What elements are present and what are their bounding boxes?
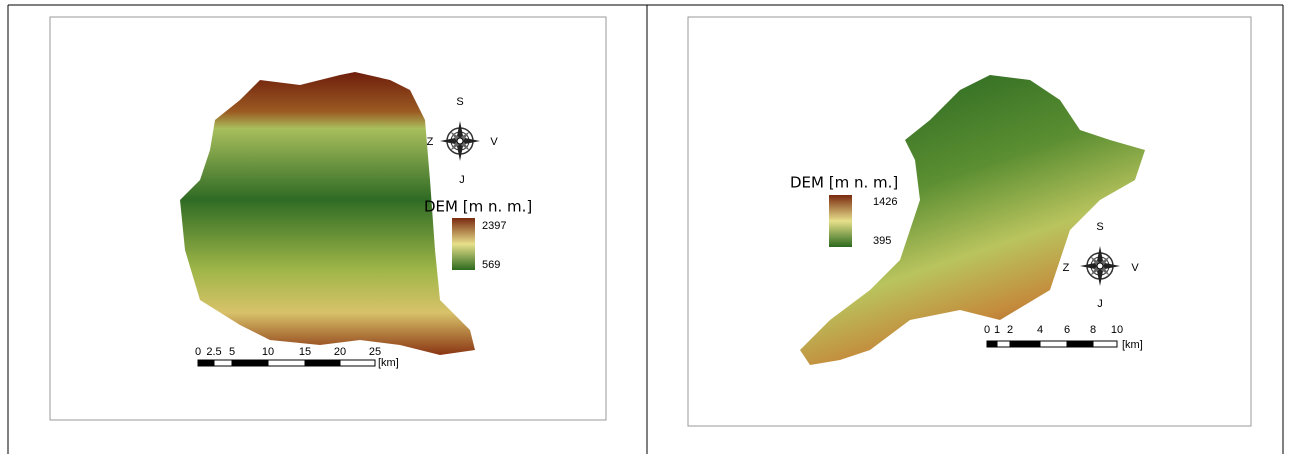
compass-label: Z <box>1063 262 1070 274</box>
legend-max: 2397 <box>482 220 506 232</box>
compass-label: J <box>459 174 465 186</box>
scale-label: 6 <box>1064 324 1070 336</box>
scale-unit: [km] <box>1122 339 1143 351</box>
scale-label: 15 <box>299 346 311 358</box>
scale-label: 2 <box>1007 324 1013 336</box>
scale-label: 2.5 <box>206 346 221 358</box>
figure: S Z V J DEM [m n. m.] 2397 569 02.551015… <box>0 0 1289 454</box>
legend-min: 569 <box>482 259 500 271</box>
scale-label: 4 <box>1037 324 1043 336</box>
scale-segment <box>1067 341 1093 347</box>
scale-segment <box>987 341 997 347</box>
compass-label: V <box>1131 262 1139 274</box>
compass-label: S <box>1096 221 1103 233</box>
scale-segment <box>1093 341 1117 347</box>
scale-segment <box>305 360 340 366</box>
compass-label: V <box>490 136 498 148</box>
legend-title: DEM [m n. m.] <box>424 198 532 216</box>
scale-label: 10 <box>1111 324 1123 336</box>
scale-label: 0 <box>984 324 990 336</box>
scale-segment <box>340 360 375 366</box>
scale-label: 8 <box>1090 324 1096 336</box>
scale-label: 10 <box>262 346 274 358</box>
scale-label: 5 <box>229 346 235 358</box>
compass-label: J <box>1097 298 1103 310</box>
compass-label: S <box>456 96 463 108</box>
compass-label: Z <box>427 136 434 148</box>
scale-segment <box>198 360 214 366</box>
scale-label: 0 <box>195 346 201 358</box>
scale-label: 1 <box>994 324 1000 336</box>
scale-segment <box>997 341 1010 347</box>
map-panel: S Z V J DEM [m n. m.] 2397 569 0 2.5 5 10 15… <box>50 17 606 420</box>
scale-label: 20 <box>334 346 346 358</box>
scale-segment <box>232 360 268 366</box>
scale-unit: [km] <box>378 357 399 369</box>
scale-segment <box>1040 341 1067 347</box>
scale-segment <box>214 360 232 366</box>
legend-title: DEM [m n. m.] <box>790 174 898 192</box>
legend-ramp <box>452 218 475 270</box>
legend-ramp <box>829 195 852 247</box>
legend-max: 1426 <box>873 196 897 208</box>
scale-segment <box>1010 341 1040 347</box>
legend-min: 395 <box>873 235 891 247</box>
scale-segment <box>268 360 305 366</box>
